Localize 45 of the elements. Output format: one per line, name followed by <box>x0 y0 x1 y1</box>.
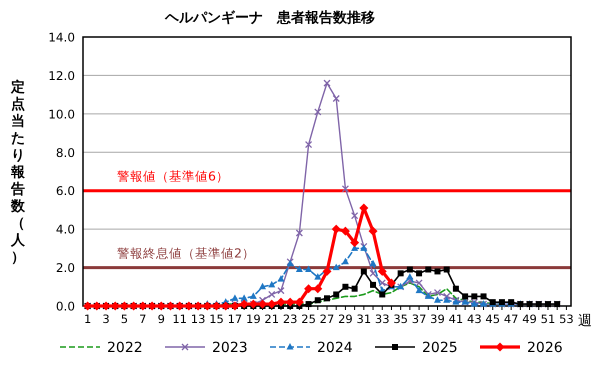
x-tick-label: 43 <box>467 312 482 326</box>
x-tick-label: 7 <box>139 312 147 326</box>
x-tick-label: 45 <box>485 312 500 326</box>
y-tick-label: 14.0 <box>48 30 75 44</box>
x-tick-label: 51 <box>540 312 556 326</box>
legend-label: 2026 <box>527 340 563 356</box>
y-tick-label: 8.0 <box>56 146 75 160</box>
x-tick-label: 31 <box>356 312 372 326</box>
x-tick-label: 27 <box>320 312 334 326</box>
x-tick-label: 23 <box>282 312 298 326</box>
y-tick-label: 12.0 <box>48 68 75 83</box>
x-tick-label: 17 <box>228 312 242 326</box>
y-tick-label: 10.0 <box>48 107 75 122</box>
x-tick-label: 21 <box>264 312 280 326</box>
x-tick-label: 39 <box>430 312 445 326</box>
ref-line-label: 警報終息値（基準値2） <box>117 246 255 261</box>
ref-line-label: 警報値（基準値6） <box>117 168 229 184</box>
x-tick-label: 29 <box>338 312 353 326</box>
x-tick-label: 11 <box>172 312 187 326</box>
x-tick-label: 15 <box>209 312 224 326</box>
x-tick-label: 25 <box>301 312 316 326</box>
y-tick-label: 2.0 <box>56 261 75 276</box>
ylabel: 定点当たり報告数（人） <box>11 80 25 266</box>
x-tick-label: 49 <box>522 312 537 326</box>
legend-label: 2022 <box>107 340 143 356</box>
x-tick-label: 53 <box>559 312 574 326</box>
y-tick-label: 0.0 <box>56 300 75 314</box>
x-tick-label: 1 <box>84 312 92 326</box>
x-tick-label: 37 <box>412 312 426 326</box>
x-tick-label: 41 <box>448 312 464 326</box>
x-tick-label: 5 <box>120 312 128 326</box>
x-axis-title: 週 <box>578 313 592 329</box>
x-tick-label: 9 <box>158 312 165 326</box>
legend-label: 2025 <box>422 340 458 356</box>
y-tick-label: 4.0 <box>56 222 75 237</box>
x-tick-label: 19 <box>246 312 261 326</box>
y-tick-label: 6.0 <box>56 184 75 198</box>
x-tick-label: 35 <box>393 312 408 326</box>
x-tick-label: 33 <box>374 312 390 326</box>
legend-label: 2023 <box>212 340 248 356</box>
x-tick-label: 3 <box>102 312 110 326</box>
x-tick-label: 13 <box>190 312 206 326</box>
x-tick-label: 47 <box>504 312 518 326</box>
legend-label: 2024 <box>317 340 353 356</box>
title: ヘルパンギーナ 患者報告数推移 <box>165 10 375 26</box>
